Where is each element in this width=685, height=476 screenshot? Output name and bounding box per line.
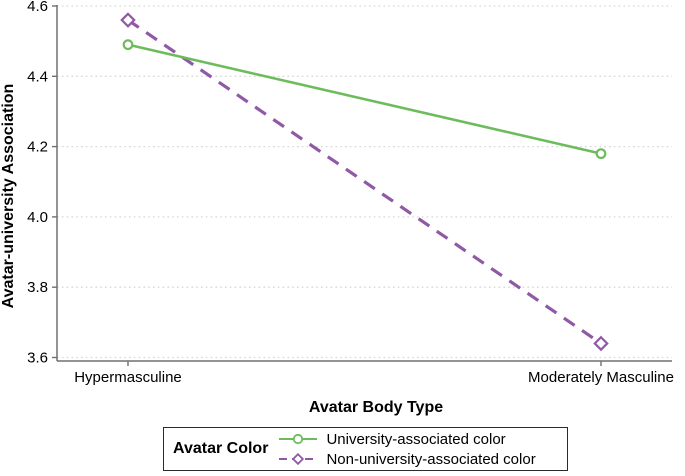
legend-item-non-university-color: Non-university-associated color xyxy=(277,449,536,469)
y-axis-title: Avatar-university Association xyxy=(0,84,17,309)
line-circle-swatch-icon xyxy=(279,433,318,445)
y-tick-label: 3.8 xyxy=(27,279,48,296)
circle-marker xyxy=(595,148,607,160)
legend-label: University-associated color xyxy=(326,430,506,448)
x-tick-label: Moderately Masculine xyxy=(528,369,674,386)
diamond-marker xyxy=(593,335,609,352)
y-tick-label: 4.4 xyxy=(27,68,48,85)
series-line-0 xyxy=(127,43,602,155)
y-tick-label: 3.6 xyxy=(27,350,48,367)
diamond-marker xyxy=(120,12,136,28)
y-tick-label: 4.0 xyxy=(27,209,48,226)
data-series xyxy=(120,12,609,352)
dash-diamond-swatch-icon xyxy=(279,452,318,466)
x-axis-title: Avatar Body Type xyxy=(309,399,443,416)
circle-marker xyxy=(122,39,134,51)
legend-title: Avatar Color xyxy=(173,440,269,457)
legend-rows: University-associated color Non-universi… xyxy=(277,429,536,469)
y-tick-label: 4.6 xyxy=(27,0,48,15)
legend-item-university-color: University-associated color xyxy=(277,429,535,449)
legend-label: Non-university-associated color xyxy=(326,450,536,468)
y-tick-label: 4.2 xyxy=(27,139,48,156)
gridlines xyxy=(57,5,672,359)
axes: 3.6 3.8 4.0 4.2 4.4 4.6 Hypermasculine Moderate… xyxy=(27,0,674,386)
legend-box: Avatar Color University-associated color… xyxy=(163,427,568,471)
x-tick-label: Hypermasculine xyxy=(74,369,182,386)
series-line-1 xyxy=(127,18,602,345)
